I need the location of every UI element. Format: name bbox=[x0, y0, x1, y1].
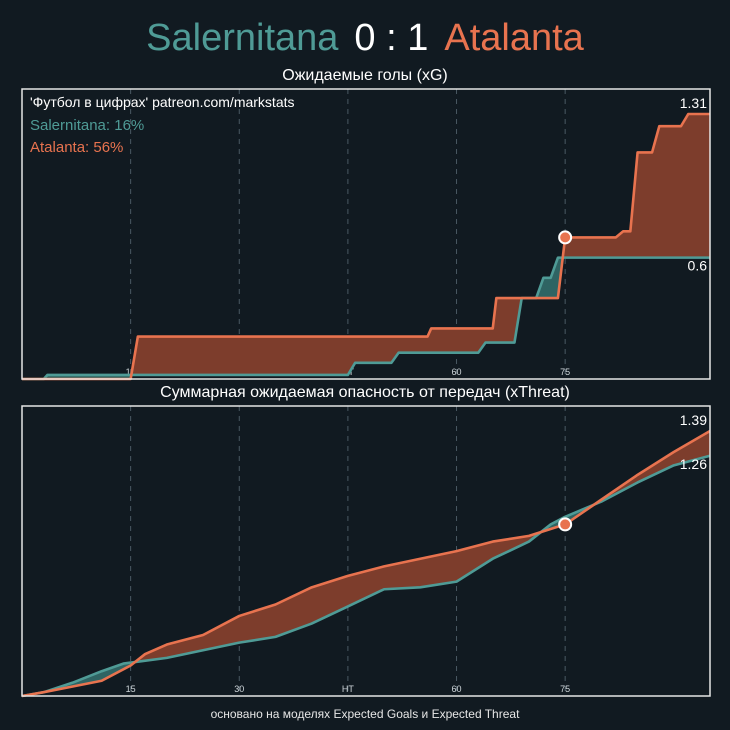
home-team-name: Salernitana bbox=[146, 17, 339, 59]
xthreat-chart-title: Суммарная ожидаемая опасность от передач… bbox=[160, 384, 570, 401]
match-score: 0 : 1 bbox=[354, 17, 429, 59]
xg-series-line-atalanta bbox=[22, 112, 710, 381]
xg-chart-title: Ожидаемые голы (xG) bbox=[282, 67, 448, 84]
xt-tick-label-4: 75 bbox=[560, 684, 570, 694]
xt-series-line-salernitana bbox=[21, 454, 711, 698]
match-header: Salernitana 0 : 1 Atalanta bbox=[0, 14, 730, 62]
xg-legend-atalanta: Atalanta: 56% bbox=[30, 139, 123, 156]
xt-final-value-salernitana: 1.26 bbox=[680, 456, 707, 472]
xg-legend-salernitana: Salernitana: 16% bbox=[30, 117, 144, 134]
xt-tick-label-0: 15 bbox=[126, 684, 136, 694]
xt-plot-frame bbox=[21, 405, 711, 697]
xg-plot-frame bbox=[21, 88, 711, 380]
away-team-name: Atalanta bbox=[444, 17, 584, 59]
xg-final-value-atalanta: 1.31 bbox=[680, 95, 707, 111]
xg-difference-area-3 bbox=[563, 114, 710, 258]
xt-tick-label-3: 60 bbox=[452, 684, 462, 694]
xt-final-value-atalanta: 1.39 bbox=[680, 412, 707, 428]
xg-series-line-salernitana bbox=[22, 256, 710, 381]
xg-final-value-salernitana: 0.6 bbox=[688, 258, 708, 274]
xt-goal-marker-1-0 bbox=[558, 517, 573, 532]
xg-tick-label-3: 60 bbox=[452, 367, 462, 377]
xt-series-line-atalanta bbox=[21, 429, 711, 698]
xt-difference-area-1 bbox=[135, 532, 541, 662]
footer-note: основано на моделях Expected Goals и Exp… bbox=[210, 707, 520, 721]
xg-difference-area-1 bbox=[132, 298, 522, 375]
xg-tick-label-4: 75 bbox=[560, 367, 570, 377]
xg-source-annotation: 'Футбол в цифрах' patreon.com/markstats bbox=[30, 94, 295, 110]
xg-goal-marker-1-0 bbox=[558, 230, 573, 245]
xt-panel: 15 30 HT 60 75 1.39 1.26 bbox=[21, 405, 711, 698]
xt-tick-label-1: 30 bbox=[234, 684, 244, 694]
xt-tick-label-2: HT bbox=[342, 684, 354, 694]
